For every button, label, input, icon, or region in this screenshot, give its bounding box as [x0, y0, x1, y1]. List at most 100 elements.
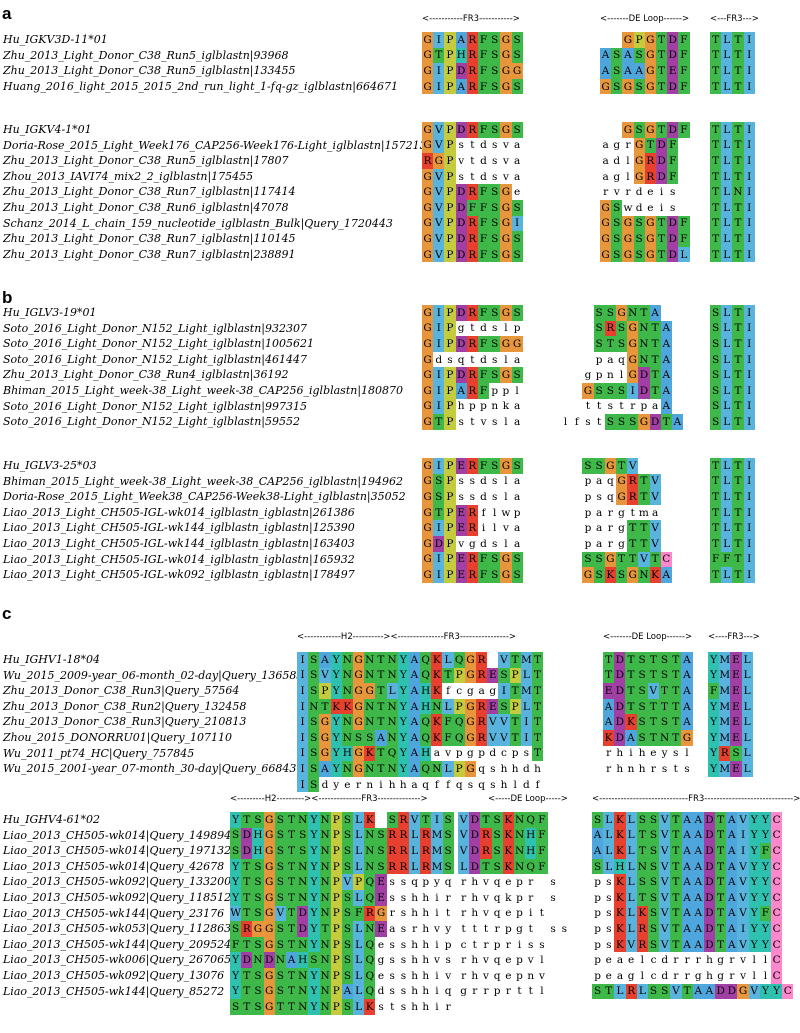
residue: P — [330, 858, 342, 875]
residue: P — [444, 78, 456, 95]
residue: C — [660, 551, 672, 568]
residue: S — [489, 78, 501, 95]
residue: T — [604, 336, 616, 352]
residue: D — [638, 383, 650, 399]
residue: p — [513, 506, 521, 519]
residue: G — [319, 745, 331, 762]
residue: Y — [759, 921, 771, 937]
residue: T — [241, 812, 253, 828]
residue: T — [732, 200, 744, 216]
residue: t — [470, 415, 475, 428]
residue: Y — [397, 683, 409, 699]
residue: S — [592, 983, 604, 1000]
residue: t — [470, 353, 475, 366]
residue: E — [730, 698, 742, 715]
residue: d — [635, 201, 643, 214]
residue — [560, 321, 571, 337]
residue: Y — [397, 730, 409, 746]
residue: H — [420, 698, 432, 715]
residue: L — [636, 983, 648, 1000]
residue: A — [681, 858, 693, 875]
residue: S — [710, 383, 722, 399]
residue: G — [500, 567, 512, 583]
residue: P — [444, 63, 456, 79]
residue: T — [732, 246, 744, 263]
residue: d — [480, 170, 487, 183]
residue: Y — [308, 968, 320, 984]
residue: T — [715, 921, 727, 937]
residue: K — [614, 905, 626, 922]
residue: T — [732, 32, 744, 48]
residue: T — [627, 536, 639, 552]
residue: S — [604, 383, 616, 399]
residue: Y — [397, 714, 409, 730]
residue — [571, 352, 582, 368]
residue: G — [644, 32, 656, 48]
residue: A — [681, 652, 693, 668]
residue: G — [627, 336, 639, 352]
residue: G — [600, 215, 612, 232]
residue: V — [625, 936, 637, 953]
residue: T — [615, 458, 628, 474]
residue: r — [673, 954, 679, 967]
residue: L — [721, 567, 733, 583]
residue: H — [525, 827, 537, 844]
residue: T — [670, 874, 682, 890]
residue: T — [480, 858, 492, 875]
residue: I — [743, 200, 755, 216]
residue: R — [466, 215, 478, 232]
residue: G — [600, 78, 612, 95]
residue: s — [606, 876, 612, 889]
residue: c — [650, 969, 657, 982]
residue: G — [263, 890, 275, 906]
sequence-name: Soto_2016_Light_Donor_N152_Light_iglblas… — [3, 399, 308, 413]
residue: p — [640, 400, 648, 413]
residue: L — [741, 730, 753, 746]
residue: L — [353, 843, 365, 859]
residue: I — [743, 473, 755, 490]
residue — [571, 552, 582, 568]
residue: T — [732, 78, 744, 95]
residue — [560, 367, 571, 383]
residue: Y — [748, 874, 760, 890]
residue: p — [516, 954, 523, 967]
residue: D — [726, 983, 738, 1000]
residue: S — [489, 47, 501, 64]
residue: S — [386, 812, 398, 828]
residue: L — [721, 63, 733, 79]
residue: Y — [708, 714, 720, 730]
sequence-name: Liao_2013_CH505-wk006|Query_267065 — [3, 953, 232, 967]
residue: a — [513, 537, 521, 550]
residue: K — [625, 714, 637, 730]
residue: g — [613, 139, 621, 152]
residue: V — [649, 536, 661, 552]
residue: s — [585, 415, 591, 428]
residue: A — [603, 714, 615, 730]
residue: Y — [397, 667, 409, 684]
residue: Y — [230, 858, 242, 875]
residue: G — [422, 504, 434, 521]
residue: Y — [748, 905, 760, 922]
residue: p — [422, 876, 430, 889]
residue: a — [602, 139, 609, 152]
residue: N — [386, 714, 398, 730]
residue: P — [453, 761, 465, 777]
residue: Y — [308, 843, 320, 859]
residue: r — [494, 922, 500, 935]
residue: D — [667, 246, 679, 263]
residue: p — [516, 876, 523, 889]
